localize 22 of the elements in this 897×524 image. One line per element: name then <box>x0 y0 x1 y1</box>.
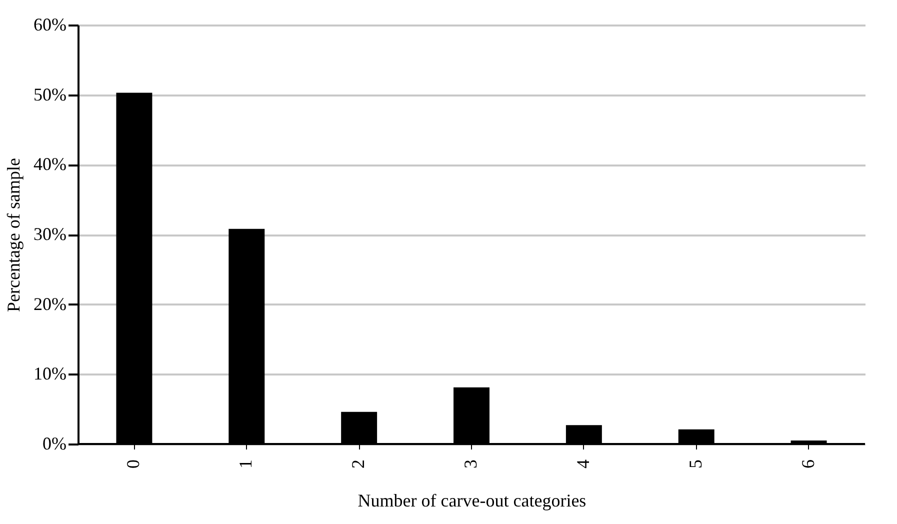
bar <box>228 228 265 444</box>
bar <box>454 387 490 444</box>
y-tick-label: 60% <box>34 14 66 34</box>
y-tick-label: 20% <box>34 294 66 314</box>
x-tick-label: 6 <box>798 460 818 468</box>
bar <box>341 412 378 444</box>
y-axis-title: Percentage of sample <box>4 158 24 312</box>
bar <box>678 429 714 444</box>
y-tick-label: 30% <box>34 224 66 244</box>
x-axis-title: Number of carve-out categories <box>358 490 586 510</box>
y-tick-label: 40% <box>34 154 66 174</box>
y-tick-label: 0% <box>42 434 66 454</box>
y-tick-label: 50% <box>34 84 66 104</box>
x-tick-label: 0 <box>123 460 144 468</box>
x-tick-label: 1 <box>236 460 256 468</box>
x-tick-label: 4 <box>572 460 593 468</box>
y-tick-label: 10% <box>34 364 66 384</box>
x-tick-label: 5 <box>685 460 706 468</box>
bar <box>566 425 602 444</box>
bar <box>116 92 152 444</box>
x-tick-label: 2 <box>348 460 368 468</box>
x-tick-label: 3 <box>460 460 480 468</box>
